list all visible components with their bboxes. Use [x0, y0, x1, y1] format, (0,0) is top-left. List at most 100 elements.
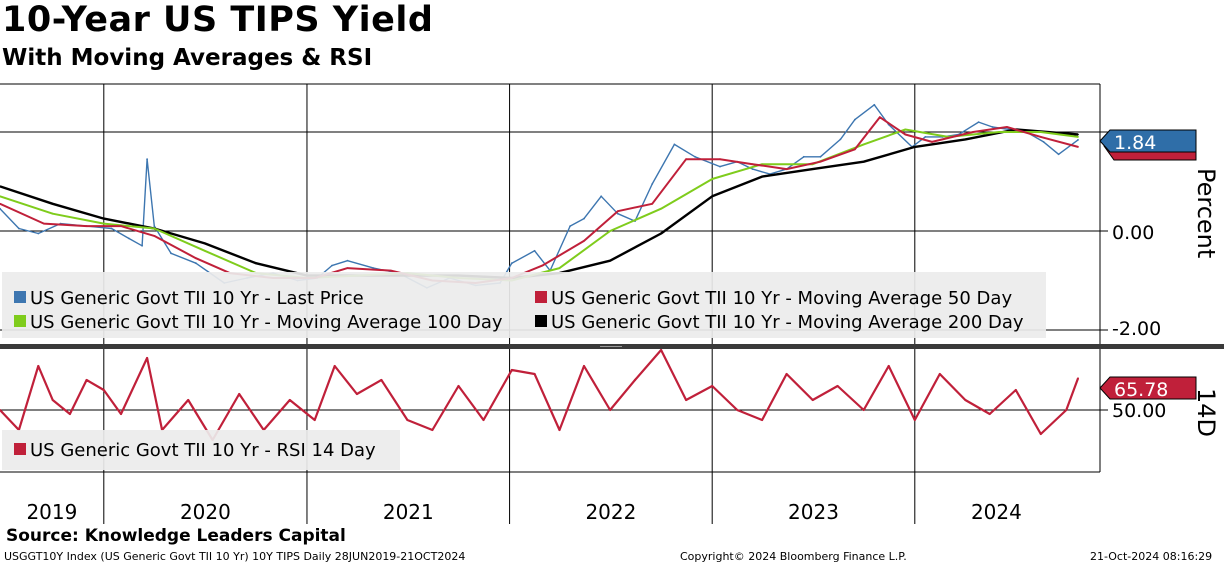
point-last-price-9 — [153, 225, 156, 228]
point-rsi-21 — [457, 385, 460, 387]
point-last-price-10 — [170, 252, 172, 255]
legend-label-ma100: US Generic Govt TII 10 Yr - Moving Avera… — [30, 312, 503, 333]
point-last-price-35 — [694, 155, 696, 158]
point-last-price-42 — [819, 155, 822, 158]
point-ma100-18 — [904, 128, 907, 131]
legend-label-last-price: US Generic Govt TII 10 Yr - Last Price — [30, 288, 364, 309]
point-rsi-2 — [37, 365, 40, 367]
point-ma50-21 — [785, 168, 788, 171]
point-ma50-28 — [1006, 126, 1008, 128]
point-last-price-52 — [991, 126, 994, 128]
point-last-price-36 — [719, 165, 721, 168]
point-ma50-15 — [583, 240, 585, 242]
price-panel: 0.00 -2.00 Percent 1.84 US Generic Govt … — [0, 83, 1220, 344]
point-ma50-2 — [85, 225, 88, 228]
point-rsi-31 — [711, 385, 714, 387]
point-ma200-16 — [811, 168, 814, 171]
point-rsi-43 — [1014, 389, 1017, 391]
point-ma100-14 — [711, 178, 714, 180]
series-line-ma100 — [0, 128, 1079, 282]
point-rsi-4 — [68, 413, 71, 415]
point-ma50-18 — [685, 158, 687, 161]
point-ma50-23 — [854, 148, 856, 151]
point-ma50-10 — [389, 269, 392, 272]
legend-swatch-rsi — [14, 443, 26, 455]
point-ma50-25 — [904, 133, 907, 136]
series-line-ma50 — [0, 116, 1079, 284]
point-rsi-37 — [862, 409, 865, 411]
point-ma50-1 — [43, 222, 45, 225]
point-ma50-24 — [878, 116, 881, 119]
point-rsi-16 — [333, 365, 336, 367]
point-ma50-14 — [541, 264, 544, 267]
point-last-price-43 — [839, 138, 842, 141]
point-ma200-12 — [609, 259, 611, 262]
rsi-ytick-label-50: 50.00 — [1112, 400, 1166, 422]
point-rsi-7 — [120, 413, 122, 415]
point-last-price-31 — [616, 212, 619, 215]
point-rsi-27 — [609, 409, 612, 411]
point-rsi-19 — [406, 419, 409, 421]
rsi-ylabel: 14D — [1192, 388, 1220, 437]
point-rsi-28 — [634, 379, 636, 381]
x-tick-label-2021: 2021 — [383, 500, 434, 524]
point-rsi-23 — [510, 369, 513, 371]
x-axis: 2019 2020 2021 2022 2023 2024 — [26, 500, 1021, 524]
point-rsi-20 — [431, 429, 434, 431]
series-line-rsi — [0, 348, 1080, 442]
point-ma100-4 — [203, 249, 206, 252]
point-rsi-45 — [1065, 409, 1068, 411]
point-rsi-22 — [482, 419, 485, 421]
point-rsi-14 — [288, 399, 291, 401]
point-ma50-16 — [616, 210, 619, 213]
x-tick-label-2023: 2023 — [788, 500, 839, 524]
point-ma50-26 — [931, 141, 933, 143]
point-ma200-18 — [913, 146, 916, 148]
point-rsi-38 — [887, 365, 890, 367]
point-rsi-40 — [938, 373, 941, 375]
point-last-price-30 — [600, 195, 603, 198]
point-ma50-20 — [751, 163, 754, 166]
point-last-price-34 — [673, 143, 676, 146]
point-last-price-19 — [372, 267, 375, 269]
point-last-price-44 — [854, 118, 856, 121]
point-ma200-17 — [862, 160, 865, 163]
point-rsi-39 — [913, 419, 916, 421]
point-rsi-42 — [988, 413, 991, 415]
point-rsi-5 — [85, 379, 88, 381]
point-last-price-2 — [37, 232, 40, 235]
point-last-price-25 — [510, 262, 513, 265]
point-last-price-11 — [195, 262, 197, 265]
legend-swatch-ma100 — [14, 315, 26, 327]
point-ma50-22 — [819, 160, 822, 163]
point-last-price-56 — [1057, 153, 1060, 156]
point-ma200-2 — [102, 217, 105, 220]
point-ma200-15 — [761, 175, 763, 178]
point-last-price-38 — [751, 168, 754, 171]
point-ma100-3 — [153, 227, 156, 230]
rsi-legend-bg — [2, 430, 400, 470]
point-ma50-5 — [195, 257, 197, 260]
point-last-price-45 — [873, 103, 876, 106]
rsi-panel: 50.00 14D 65.78 US Generic Govt TII 10 Y… — [0, 348, 1220, 524]
x-tick-label-2019: 2019 — [26, 500, 77, 524]
point-rsi-46 — [1077, 377, 1079, 380]
point-last-price-33 — [651, 183, 654, 185]
point-rsi-35 — [811, 399, 814, 401]
point-rsi-0 — [0, 409, 1, 411]
point-ma100-17 — [862, 143, 865, 146]
point-ma200-19 — [964, 138, 967, 141]
point-ma200-4 — [203, 242, 206, 245]
point-rsi-25 — [558, 429, 561, 431]
point-ma100-0 — [0, 195, 1, 198]
point-ma100-13 — [660, 207, 662, 210]
point-rsi-24 — [533, 373, 536, 375]
point-ma50-30 — [1077, 146, 1079, 148]
legend-swatch-ma200 — [535, 315, 547, 327]
point-rsi-17 — [355, 393, 358, 395]
point-ma50-4 — [153, 235, 156, 237]
price-legend-bg — [2, 272, 1046, 338]
x-tick-label-2020: 2020 — [180, 500, 231, 524]
point-rsi-18 — [380, 379, 383, 381]
price-tick-marks — [1100, 131, 1108, 331]
